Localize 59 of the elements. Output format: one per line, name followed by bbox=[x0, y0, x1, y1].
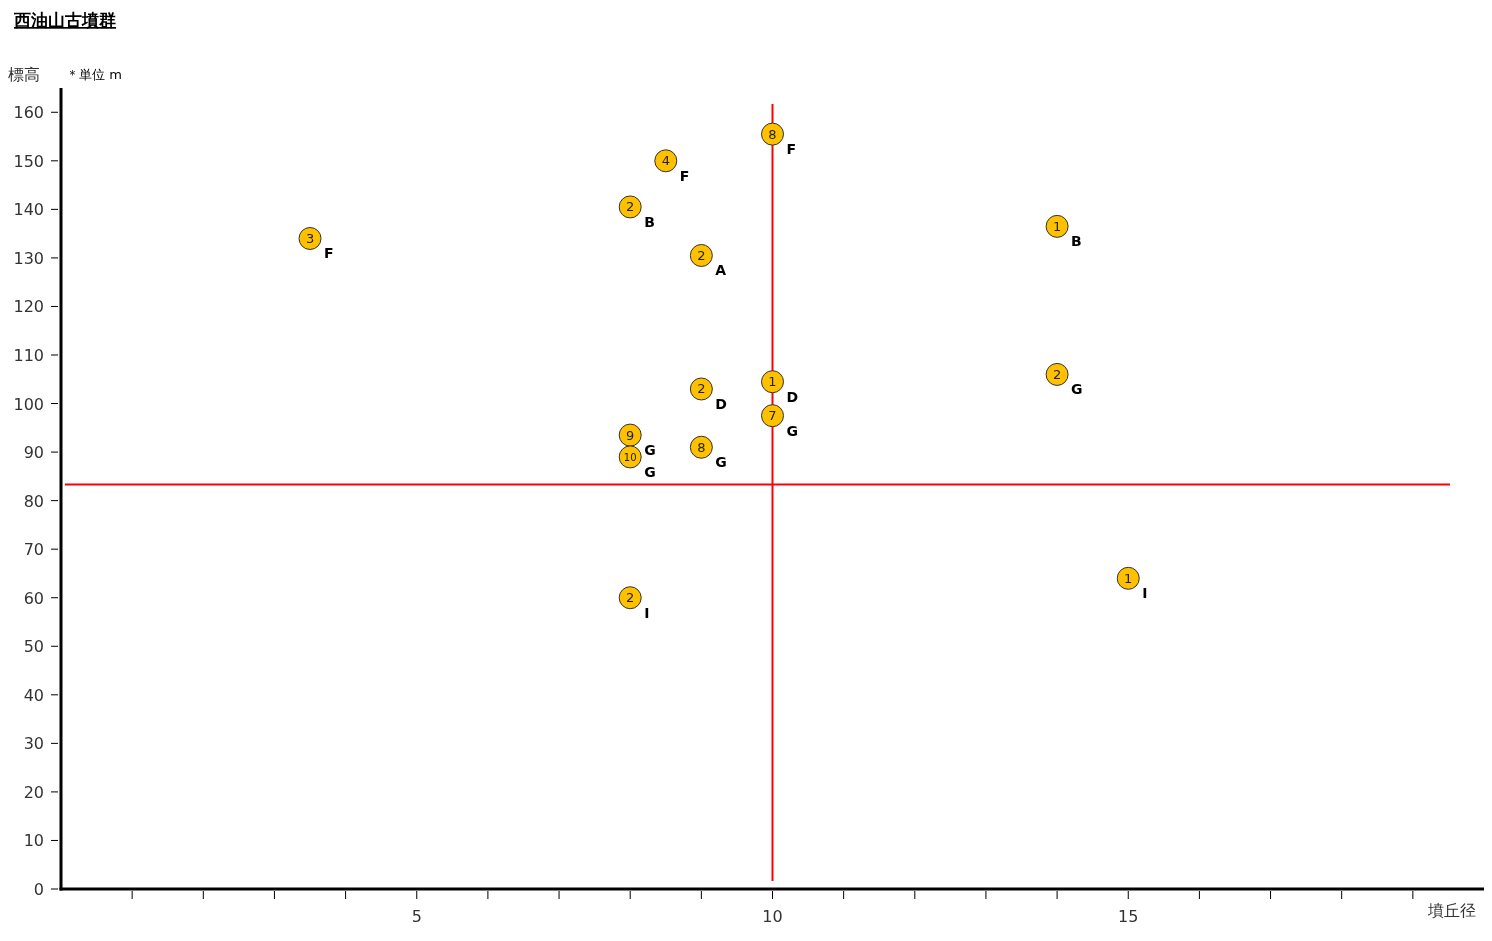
y-tick-label: 0 bbox=[33, 880, 44, 899]
annotation: A bbox=[715, 262, 727, 279]
point bbox=[618, 586, 642, 610]
annotation: G bbox=[644, 463, 656, 480]
annotation: 2 bbox=[626, 199, 635, 215]
annotation: 10 bbox=[623, 452, 637, 464]
annotation: G bbox=[644, 442, 656, 459]
chart-title: 西油山古墳群 bbox=[13, 10, 116, 30]
annotation: D bbox=[786, 388, 799, 405]
y-tick-label: 140 bbox=[13, 200, 44, 220]
y-tick-label: 10 bbox=[23, 831, 44, 851]
y-tick-label: 60 bbox=[23, 588, 44, 608]
annotation: G bbox=[1071, 381, 1083, 398]
annotation: G bbox=[786, 422, 798, 439]
y-tick-label: 70 bbox=[23, 540, 44, 560]
annotation: 2 bbox=[697, 247, 706, 263]
annotation: 9 bbox=[626, 427, 635, 443]
y-axis-title: 標高 bbox=[8, 65, 40, 84]
annotation: F bbox=[679, 167, 690, 184]
annotation: F bbox=[786, 141, 797, 158]
text: ＊単位 m bbox=[66, 67, 122, 82]
annotation: I bbox=[1142, 585, 1148, 602]
x-tick-label: 5 bbox=[411, 907, 422, 926]
point bbox=[618, 195, 642, 219]
y-tick-label: 80 bbox=[23, 491, 44, 511]
annotation: B bbox=[1071, 233, 1082, 250]
annotation: 8 bbox=[768, 126, 777, 142]
annotation: 2 bbox=[697, 381, 706, 397]
y-tick-label: 130 bbox=[13, 248, 44, 268]
y-tick-label: 30 bbox=[23, 734, 44, 754]
annotation: B bbox=[644, 213, 655, 230]
y-tick-label: 110 bbox=[13, 346, 44, 365]
annotation: I bbox=[644, 604, 650, 621]
x-tick-label: 10 bbox=[762, 907, 783, 926]
point bbox=[1045, 362, 1069, 386]
annotation: 1 bbox=[1052, 218, 1062, 234]
annotation: G bbox=[715, 454, 727, 471]
point bbox=[1116, 566, 1140, 590]
annotation: 1 bbox=[768, 374, 777, 390]
x-axis-title: 墳丘径 bbox=[1427, 901, 1476, 920]
annotation: 2 bbox=[1052, 366, 1062, 382]
y-tick-label: 120 bbox=[13, 297, 44, 317]
y-tick-label: 150 bbox=[13, 151, 44, 171]
annotation: 7 bbox=[768, 408, 777, 424]
annotation: D bbox=[715, 395, 727, 412]
y-tick-label: 160 bbox=[13, 103, 44, 123]
y-tick-label: 40 bbox=[23, 685, 44, 705]
annotation: 8 bbox=[697, 439, 706, 455]
x-tick-label: 15 bbox=[1118, 907, 1139, 926]
y-tick-label: 20 bbox=[23, 782, 44, 802]
y-tick-label: 90 bbox=[23, 443, 44, 463]
point bbox=[1045, 214, 1069, 238]
annotation: F bbox=[324, 245, 334, 262]
annotation: 1 bbox=[1124, 570, 1133, 586]
annotation: 3 bbox=[305, 230, 315, 246]
annotation: 4 bbox=[661, 153, 670, 169]
y-tick-label: 100 bbox=[13, 394, 44, 414]
y-tick-label: 50 bbox=[23, 637, 44, 657]
annotation: 2 bbox=[626, 590, 635, 606]
